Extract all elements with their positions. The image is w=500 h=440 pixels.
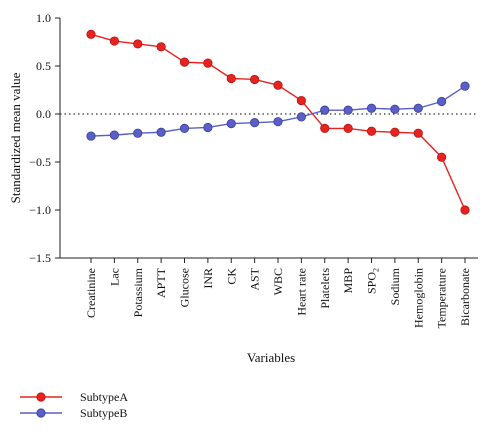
legend-marker [36, 392, 46, 402]
data-point [320, 105, 330, 115]
y-tick-label: 0.5 [36, 59, 51, 73]
x-tick-label: INR [201, 268, 215, 289]
series-SubtypeA [86, 29, 470, 215]
data-point [413, 128, 423, 138]
series-SubtypeB [86, 81, 470, 141]
x-tick-label: Bicarbonate [458, 268, 472, 326]
y-axis: 1.0 0.5 0.0 −0.5 −1.0 −1.5 [29, 11, 61, 265]
legend-marker [36, 408, 46, 418]
x-tick-label: Temperature [435, 268, 449, 328]
data-point [179, 123, 190, 133]
data-point [273, 80, 283, 90]
data-point [273, 117, 283, 127]
data-point [86, 131, 96, 141]
series-line [90, 85, 466, 137]
x-tick-label: WBC [271, 268, 285, 295]
data-point [203, 58, 213, 68]
data-point [460, 81, 470, 91]
x-tick-label: Lac [107, 268, 121, 286]
y-tick-label: 1.0 [36, 11, 51, 25]
x-tick-label: MBP [341, 268, 355, 294]
x-tick-label: Hemoglobin [411, 268, 425, 328]
x-axis: Creatinine Lac Potassium APTT Glucose INR CK AS… [60, 257, 478, 328]
data-point [437, 96, 447, 107]
legend: SubtypeA SubtypeB [20, 390, 128, 420]
data-point [133, 39, 143, 49]
x-tick-label: APTT [154, 267, 168, 298]
data-point [320, 123, 330, 133]
data-point [133, 128, 143, 138]
data-point [156, 42, 166, 52]
y-tick-label: −1.0 [29, 203, 51, 217]
data-point [366, 126, 377, 136]
x-tick-label: CK [224, 268, 238, 285]
data-point [156, 127, 166, 137]
data-point [390, 104, 400, 114]
legend-item: SubtypeA [20, 390, 128, 404]
data-point [413, 103, 423, 113]
data-point [86, 29, 96, 39]
y-axis-title: Standardized mean value [8, 72, 23, 203]
legend-label: SubtypeA [80, 390, 128, 404]
data-point [437, 152, 447, 162]
data-point [250, 118, 260, 128]
x-tick-label: Glucose [178, 268, 192, 307]
x-tick-label: SPO2 [365, 268, 381, 294]
data-point [343, 105, 353, 115]
data-point [203, 122, 213, 133]
x-tick-label: AST [248, 267, 262, 290]
legend-item: SubtypeB [20, 406, 127, 420]
x-tick-label: Heart rate [294, 268, 308, 316]
data-point [460, 205, 470, 215]
data-point [109, 130, 119, 140]
data-point [296, 95, 306, 106]
data-point [250, 74, 260, 85]
legend-label: SubtypeB [80, 406, 127, 420]
data-point [179, 57, 190, 67]
y-tick-label: −0.5 [29, 155, 51, 169]
data-point [109, 36, 119, 46]
y-tick-label: −1.5 [29, 251, 51, 265]
data-point [390, 127, 400, 137]
x-tick-label: Platelets [318, 268, 332, 309]
data-point [296, 112, 306, 122]
data-point [226, 119, 236, 129]
x-axis-title: Variables [247, 350, 295, 365]
data-point [366, 103, 377, 113]
y-tick-label: 0.0 [36, 107, 51, 121]
x-tick-label: Creatinine [84, 268, 98, 318]
data-point [226, 73, 236, 84]
series-layer [86, 29, 470, 215]
x-tick-label: Potassium [131, 267, 145, 317]
x-tick-subscript: 2 [372, 268, 381, 272]
x-tick-label: Sodium [388, 267, 402, 305]
data-point [343, 123, 353, 133]
